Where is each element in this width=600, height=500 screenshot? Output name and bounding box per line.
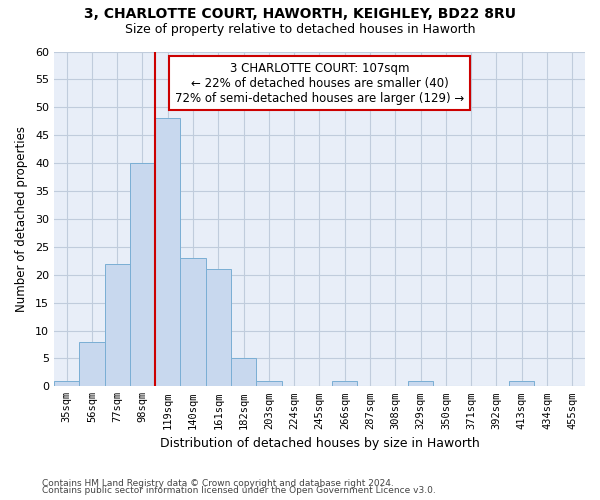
Bar bbox=[104, 264, 130, 386]
Bar bbox=[79, 342, 104, 386]
Text: Size of property relative to detached houses in Haworth: Size of property relative to detached ho… bbox=[125, 22, 475, 36]
Bar bbox=[130, 163, 155, 386]
X-axis label: Distribution of detached houses by size in Haworth: Distribution of detached houses by size … bbox=[160, 437, 479, 450]
Bar bbox=[256, 380, 281, 386]
Bar bbox=[332, 380, 358, 386]
Bar bbox=[206, 269, 231, 386]
Bar bbox=[509, 380, 535, 386]
Y-axis label: Number of detached properties: Number of detached properties bbox=[15, 126, 28, 312]
Bar bbox=[231, 358, 256, 386]
Text: Contains HM Land Registry data © Crown copyright and database right 2024.: Contains HM Land Registry data © Crown c… bbox=[42, 478, 394, 488]
Bar bbox=[155, 118, 181, 386]
Text: 3 CHARLOTTE COURT: 107sqm
← 22% of detached houses are smaller (40)
72% of semi-: 3 CHARLOTTE COURT: 107sqm ← 22% of detac… bbox=[175, 62, 464, 104]
Text: Contains public sector information licensed under the Open Government Licence v3: Contains public sector information licen… bbox=[42, 486, 436, 495]
Bar bbox=[54, 380, 79, 386]
Text: 3, CHARLOTTE COURT, HAWORTH, KEIGHLEY, BD22 8RU: 3, CHARLOTTE COURT, HAWORTH, KEIGHLEY, B… bbox=[84, 8, 516, 22]
Bar bbox=[408, 380, 433, 386]
Bar bbox=[181, 258, 206, 386]
